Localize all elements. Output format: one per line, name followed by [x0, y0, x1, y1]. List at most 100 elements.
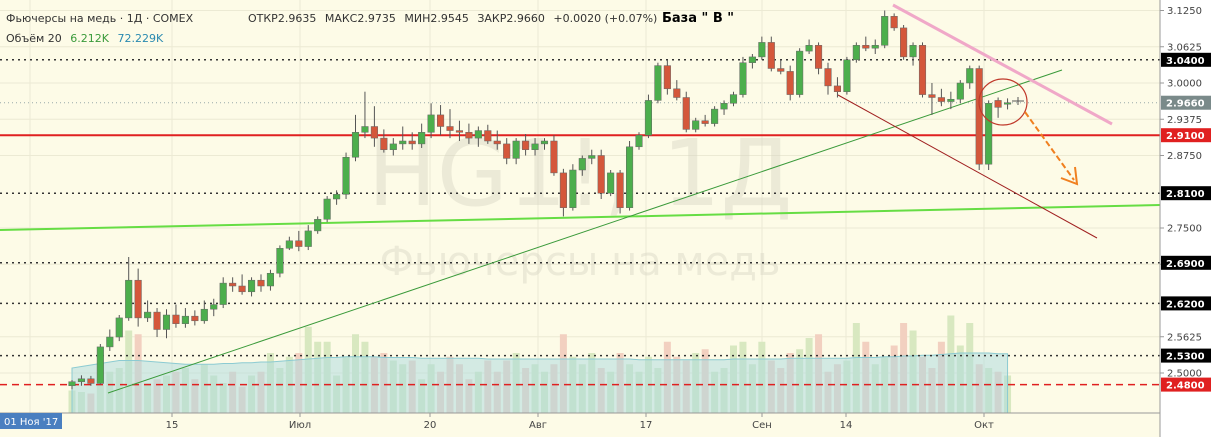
candle[interactable]	[522, 134, 530, 156]
candle[interactable]	[351, 114, 360, 162]
candle[interactable]	[635, 132, 643, 150]
resistance-trend-line[interactable]	[892, 3, 1113, 126]
candle[interactable]	[408, 132, 416, 150]
candle[interactable]	[796, 48, 804, 98]
candle[interactable]	[125, 257, 133, 321]
candle[interactable]	[871, 39, 879, 55]
candle[interactable]	[248, 277, 256, 297]
candle[interactable]	[975, 65, 983, 170]
candle[interactable]	[663, 59, 671, 95]
candle[interactable]	[77, 375, 86, 386]
candle[interactable]	[644, 94, 653, 139]
candle[interactable]	[777, 59, 785, 75]
candle[interactable]	[701, 114, 709, 127]
candle[interactable]	[966, 65, 974, 89]
candle[interactable]	[115, 315, 123, 342]
candle[interactable]	[909, 42, 917, 66]
candle[interactable]	[626, 141, 634, 211]
candle[interactable]	[238, 274, 246, 295]
candle[interactable]	[333, 190, 341, 205]
candle[interactable]	[162, 309, 171, 339]
candle[interactable]	[692, 117, 700, 133]
candle[interactable]	[200, 300, 208, 324]
uptrend-line[interactable]	[107, 69, 1063, 394]
candle[interactable]	[437, 105, 445, 136]
candle[interactable]	[465, 123, 473, 144]
candle[interactable]	[862, 36, 870, 52]
y-axis[interactable]: 3.12503.06253.00002.93752.87502.75002.68…	[1159, 0, 1212, 437]
candle[interactable]	[654, 62, 662, 104]
candle[interactable]	[380, 129, 388, 153]
candle[interactable]	[607, 170, 615, 197]
candle[interactable]	[531, 138, 539, 156]
candle[interactable]	[210, 298, 218, 317]
candle[interactable]	[399, 126, 407, 150]
candle[interactable]	[758, 36, 766, 60]
candle[interactable]	[427, 103, 435, 139]
candle[interactable]	[446, 109, 454, 139]
candle[interactable]	[1004, 98, 1012, 110]
candle[interactable]	[786, 65, 794, 101]
highlight-circle[interactable]	[978, 78, 1028, 126]
candle[interactable]	[304, 225, 312, 251]
candle[interactable]	[172, 304, 180, 328]
candle[interactable]	[937, 88, 945, 107]
candle[interactable]	[956, 80, 964, 104]
candle[interactable]	[370, 106, 378, 147]
candle[interactable]	[493, 130, 501, 150]
candle[interactable]	[455, 120, 463, 141]
candle[interactable]	[833, 77, 842, 98]
candle[interactable]	[512, 138, 520, 165]
candle[interactable]	[815, 42, 823, 75]
candle[interactable]	[588, 149, 596, 165]
candle[interactable]	[767, 36, 775, 72]
candle[interactable]	[191, 310, 199, 326]
long-term-support-line[interactable]	[0, 204, 1161, 231]
candle[interactable]	[540, 138, 549, 150]
candle[interactable]	[928, 83, 936, 115]
candle[interactable]	[559, 168, 567, 217]
candle[interactable]	[134, 268, 142, 327]
channel-lower-line[interactable]	[837, 94, 1098, 239]
candle[interactable]	[947, 91, 955, 110]
candle[interactable]	[994, 97, 1002, 118]
candle[interactable]	[852, 42, 860, 63]
candle[interactable]	[881, 10, 889, 49]
candle[interactable]	[729, 91, 738, 107]
candle[interactable]	[181, 308, 189, 328]
candle[interactable]	[153, 308, 161, 338]
candle[interactable]	[550, 135, 558, 176]
candle[interactable]	[720, 100, 728, 115]
candle[interactable]	[616, 170, 624, 214]
candle[interactable]	[96, 344, 104, 385]
candle[interactable]	[503, 138, 511, 165]
candle[interactable]	[484, 124, 492, 144]
candle[interactable]	[569, 164, 577, 211]
candle[interactable]	[295, 230, 303, 252]
candle[interactable]	[474, 126, 482, 147]
candle[interactable]	[843, 56, 851, 95]
candle[interactable]	[805, 39, 813, 55]
candle[interactable]	[144, 300, 152, 322]
candle[interactable]	[985, 100, 993, 170]
candle[interactable]	[68, 379, 76, 390]
candle[interactable]	[711, 106, 719, 127]
candle[interactable]	[361, 91, 369, 139]
candle[interactable]	[578, 155, 586, 176]
candle[interactable]	[106, 329, 114, 351]
candle[interactable]	[890, 13, 898, 31]
candle[interactable]	[257, 274, 265, 292]
candle[interactable]	[824, 62, 832, 95]
candle[interactable]	[323, 196, 331, 223]
candle[interactable]	[673, 80, 681, 101]
candle[interactable]	[918, 42, 927, 98]
candle[interactable]	[342, 152, 350, 199]
candle[interactable]	[285, 236, 293, 251]
candle[interactable]	[900, 25, 908, 60]
candle[interactable]	[682, 91, 690, 133]
candle[interactable]	[739, 56, 747, 98]
candle[interactable]	[276, 245, 284, 278]
candle[interactable]	[597, 149, 605, 199]
forecast-arrow-shaft[interactable]	[1024, 111, 1075, 181]
